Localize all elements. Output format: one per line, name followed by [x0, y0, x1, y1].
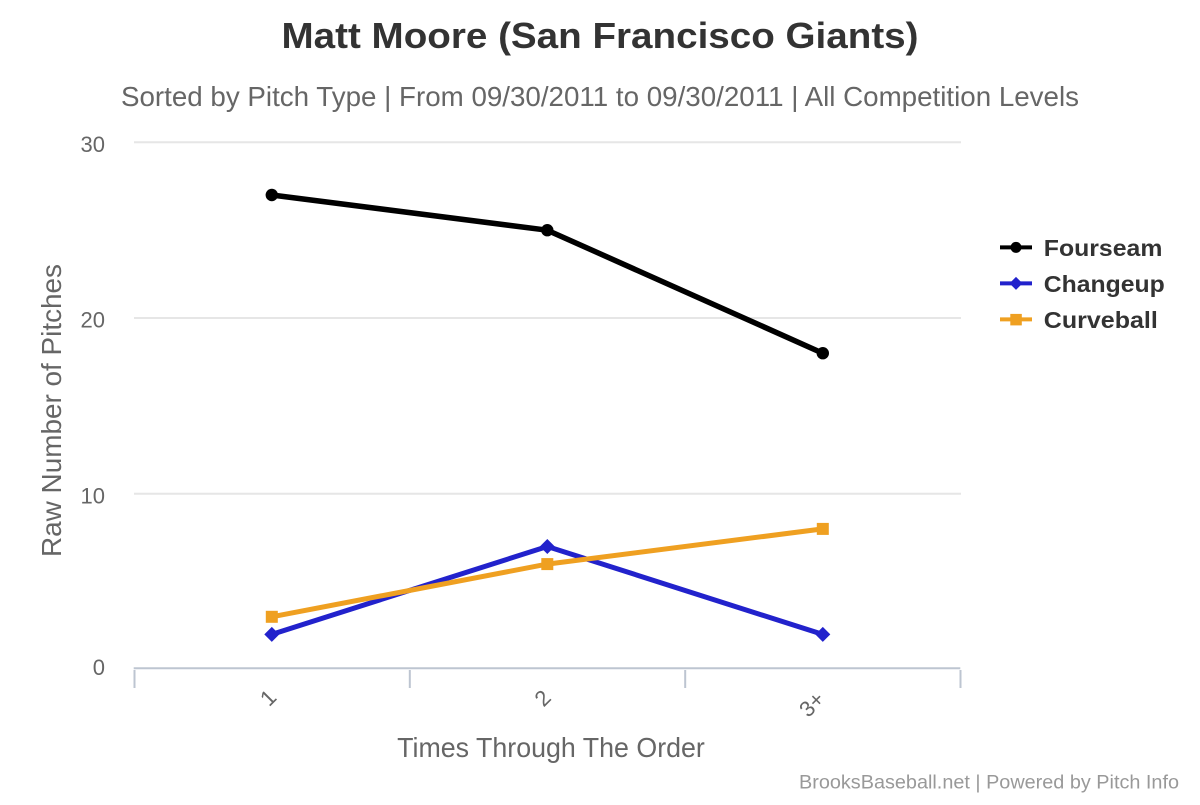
svg-text:10: 10 [81, 483, 105, 508]
svg-text:Raw Number of Pitches: Raw Number of Pitches [36, 264, 67, 557]
svg-text:Changeup: Changeup [1044, 271, 1165, 297]
svg-text:30: 30 [81, 132, 105, 157]
svg-text:20: 20 [81, 308, 105, 333]
svg-text:Times Through The Order: Times Through The Order [397, 732, 705, 763]
svg-text:BrooksBaseball.net | Powered b: BrooksBaseball.net | Powered by Pitch In… [799, 772, 1179, 794]
svg-text:0: 0 [93, 655, 105, 680]
svg-text:Fourseam: Fourseam [1044, 235, 1163, 261]
svg-text:Curveball: Curveball [1044, 307, 1158, 333]
svg-text:Sorted by Pitch Type | From 09: Sorted by Pitch Type | From 09/30/2011 t… [121, 81, 1079, 112]
svg-text:Matt Moore (San Francisco Gian: Matt Moore (San Francisco Giants) [282, 15, 919, 56]
